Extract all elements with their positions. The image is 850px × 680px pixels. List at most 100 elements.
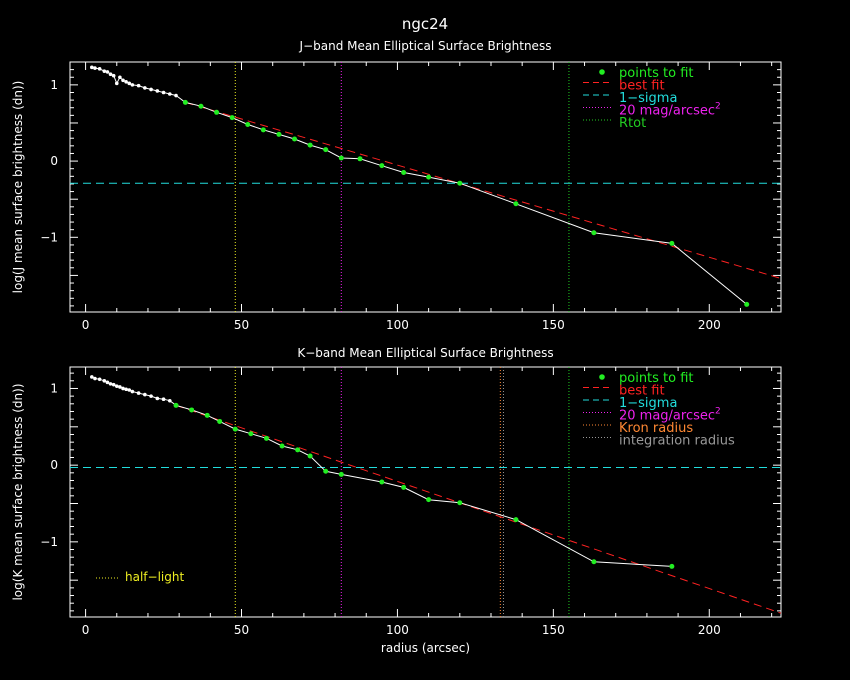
fit-point [401, 484, 407, 490]
fit-point [182, 99, 188, 105]
chart-panel-k-band: K−band Mean Elliptical Surface Brightnes… [11, 346, 782, 655]
fit-point [232, 426, 238, 432]
x-tick-label: 50 [234, 318, 249, 332]
legend-label: best fit [619, 384, 665, 399]
profile-point [108, 72, 113, 76]
legend-item: best fit [583, 79, 665, 94]
profile-point [97, 67, 102, 71]
fit-point [173, 402, 179, 408]
profile-point [155, 396, 160, 401]
legend-label: 20 mag/arcsec2 [619, 102, 721, 119]
fit-point [379, 163, 385, 169]
fit-point [357, 156, 363, 162]
best-fit-line [175, 404, 782, 614]
profile-point [118, 75, 122, 80]
profile-point [167, 92, 172, 96]
profile-point [130, 389, 135, 394]
half-light-label: half−light [125, 570, 184, 584]
legend-superscript: 2 [715, 407, 721, 417]
legend-label: integration radius [619, 434, 735, 449]
profile-point [155, 89, 160, 93]
fit-point [401, 170, 407, 176]
fit-point [295, 447, 301, 453]
y-tick-label: −1 [40, 230, 58, 244]
profile-point [161, 397, 166, 402]
x-tick-label: 100 [386, 623, 409, 637]
fit-point [513, 201, 519, 207]
legend-item: Kron radius [583, 421, 693, 436]
profile-line [91, 376, 672, 567]
profile-point [167, 398, 172, 403]
profile-point [108, 382, 113, 386]
fit-point [276, 131, 282, 137]
x-tick-label: 50 [234, 623, 249, 637]
fit-point [292, 136, 298, 142]
profile-point [121, 386, 125, 391]
fit-point [263, 435, 269, 441]
legend-superscript: 2 [715, 102, 721, 112]
legend-label: 1−sigma [619, 91, 677, 106]
fit-point [245, 122, 251, 127]
profile-point [161, 90, 166, 95]
profile-line [91, 66, 748, 305]
fit-point [217, 418, 223, 424]
profile-point [111, 73, 116, 78]
x-tick-label: 150 [542, 318, 565, 332]
fit-point [338, 471, 344, 477]
y-tick-label: 1 [50, 381, 58, 395]
profile-point [102, 379, 107, 383]
x-tick-label: 0 [82, 623, 90, 637]
legend-label: 20 mag/arcsec2 [619, 407, 721, 424]
page-title: ngc24 [402, 15, 448, 33]
profile-point [105, 380, 110, 385]
legend-label: points to fit [619, 66, 694, 81]
x-axis-label: radius (arcsec) [381, 641, 470, 655]
legend-item: best fit [583, 384, 665, 399]
legend-item: points to fit [599, 66, 694, 81]
chart-title: K−band Mean Elliptical Surface Brightnes… [297, 346, 553, 360]
fit-point [279, 443, 285, 449]
profile-point [93, 66, 97, 70]
chart-title: J−band Mean Elliptical Surface Brightnes… [299, 39, 552, 53]
y-axis-label: log(J mean surface brightness (dn)) [11, 81, 25, 294]
fit-point [338, 155, 344, 161]
fit-point [513, 517, 519, 523]
legend-item: 20 mag/arcsec2 [583, 102, 721, 119]
fit-point [229, 115, 235, 121]
fit-point [248, 431, 254, 437]
x-tick-label: 200 [698, 318, 721, 332]
fit-point [426, 497, 432, 503]
fit-point [379, 479, 385, 485]
fit-point [744, 301, 750, 307]
legend-label: Kron radius [619, 421, 693, 436]
legend-label: points to fit [619, 371, 694, 386]
profile-point [124, 387, 128, 392]
y-tick-label: 0 [50, 458, 58, 472]
profile-point [124, 80, 128, 84]
profile-point [149, 87, 153, 92]
fit-point [323, 468, 329, 474]
plot-frame [69, 366, 782, 618]
legend-item: 1−sigma [583, 91, 677, 106]
legend-item: points to fit [599, 371, 694, 386]
profile-point [114, 384, 119, 388]
half-light-annotation: half−light [96, 570, 184, 584]
fit-point [426, 174, 432, 180]
profile-point [97, 377, 102, 382]
profile-point [90, 375, 94, 379]
legend-marker [599, 374, 605, 380]
fit-point [198, 103, 204, 109]
profile-point [174, 93, 178, 98]
fit-point [214, 109, 220, 115]
legend-item: Rtot [583, 116, 646, 131]
y-axis-label: log(K mean surface brightness (dn)) [11, 383, 25, 600]
profile-point [121, 78, 125, 83]
y-tick-label: −1 [40, 535, 58, 549]
profile-point [136, 391, 141, 395]
legend-marker [599, 69, 605, 75]
profile-point [93, 376, 97, 381]
legend-item: integration radius [583, 434, 735, 449]
profile-point [143, 392, 147, 397]
profile-point [127, 81, 132, 86]
